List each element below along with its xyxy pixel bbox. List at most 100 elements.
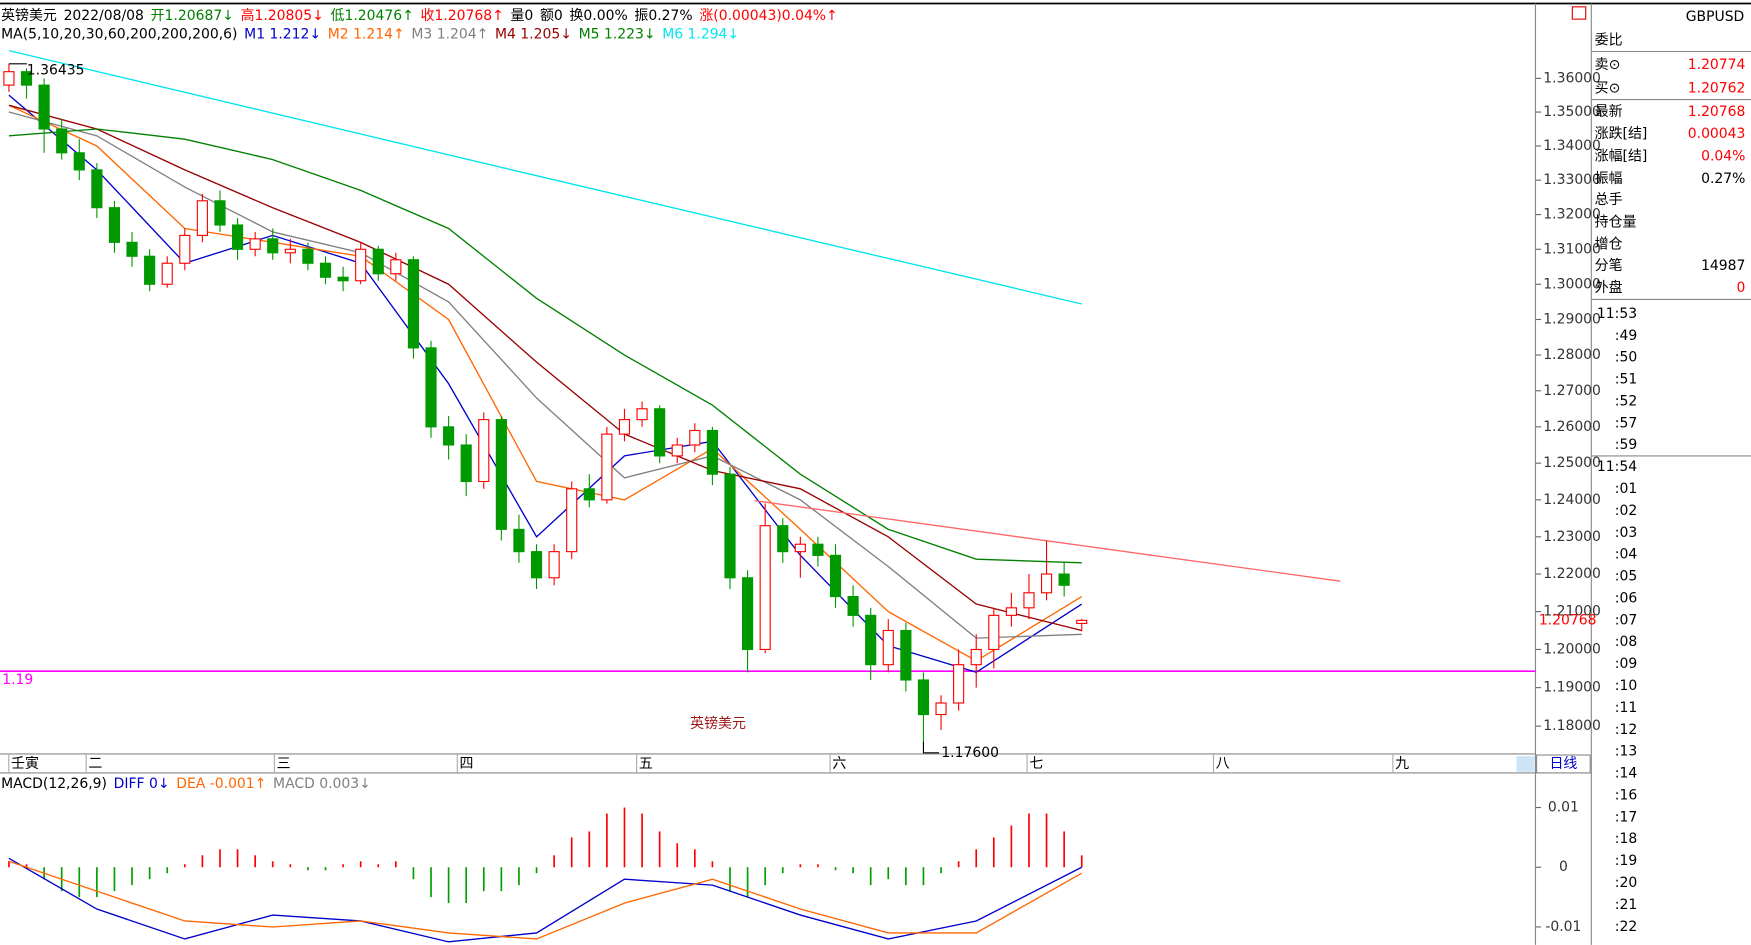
macd-line	[8, 857, 1083, 943]
symbol: GBPUSD	[1686, 9, 1745, 25]
candle-body	[1005, 607, 1017, 616]
y-tick-label: 1.22000	[1543, 566, 1601, 582]
x-tick-label: 八	[1216, 756, 1230, 772]
header-item: 2022/08/08	[64, 8, 144, 24]
candle-body	[794, 543, 806, 553]
ma-line	[8, 104, 1082, 632]
panel-row-label: 委比	[1595, 32, 1623, 48]
y-tick-label: 1.33000	[1543, 172, 1601, 188]
candle-body	[126, 241, 138, 257]
x-tick-label: 七	[1029, 756, 1043, 772]
tick-time: :13	[1615, 744, 1637, 760]
candle-body	[91, 169, 103, 209]
candle-body	[530, 551, 543, 579]
x-tick-label: 六	[832, 756, 846, 772]
candle-body	[777, 525, 789, 553]
y-tick-label: 1.30000	[1543, 276, 1601, 292]
tick-time: 11:54	[1597, 459, 1637, 475]
tick-time: :17	[1615, 809, 1637, 825]
panel-row-value: 1.20762	[1688, 80, 1746, 96]
tick-time: :57	[1615, 415, 1637, 431]
candle-body	[214, 200, 226, 226]
y-tick-label: 1.26000	[1543, 419, 1601, 435]
x-tick-label: 九	[1395, 756, 1409, 772]
header-item: 量0	[510, 8, 533, 24]
tick-time: :04	[1615, 547, 1638, 563]
panel-row-label: 振幅	[1595, 171, 1623, 187]
candle-body	[372, 248, 384, 275]
y-tick-label: 1.27000	[1543, 383, 1601, 399]
tick-time: :02	[1615, 503, 1637, 519]
y-tick-label: 1.31000	[1543, 241, 1601, 257]
ma-legend-item: M6 1.294↓	[662, 27, 739, 43]
support-label: 1.19	[2, 672, 33, 688]
panel-row-label: 卖⊙	[1595, 57, 1621, 73]
tick-time: :11	[1615, 700, 1637, 716]
candle-body	[706, 429, 718, 475]
candle-body	[20, 71, 33, 86]
header-item: 涨(0.00043)0.04%↑	[699, 8, 837, 24]
candle-body	[407, 259, 420, 349]
panel-row-label: 增仓	[1595, 237, 1623, 253]
panel-row-value: 14987	[1701, 258, 1745, 274]
header-item: 低1.20476↑	[331, 8, 414, 24]
tick-time: :10	[1615, 678, 1637, 694]
candle-body	[161, 262, 173, 285]
tick-time: :07	[1615, 612, 1637, 628]
macd-y-tick-label: 0.01	[1548, 800, 1579, 816]
candle-body	[1076, 619, 1088, 624]
candle-body	[3, 71, 15, 86]
header-item: 开1.20687↓	[151, 8, 234, 24]
tick-time: :59	[1615, 437, 1637, 453]
candle-body	[513, 528, 525, 553]
y-tick-label: 1.32000	[1543, 207, 1601, 223]
candle-body	[935, 702, 947, 716]
candle-body	[618, 419, 631, 435]
panel-row-label: 分笔	[1595, 258, 1623, 274]
candle-body	[636, 408, 648, 421]
y-tick-label: 1.18000	[1543, 718, 1601, 734]
candle-body	[865, 614, 877, 666]
header-item: 收1.20768↑	[421, 8, 504, 24]
candle-body	[601, 433, 613, 501]
candle-body	[654, 408, 666, 457]
candle-body	[741, 577, 754, 651]
candle-body	[583, 488, 595, 501]
candle-body	[355, 248, 367, 282]
tick-time: :52	[1615, 393, 1637, 409]
tick-time: 11:53	[1597, 306, 1637, 322]
candle-body	[38, 84, 50, 130]
period-button[interactable]	[1536, 754, 1591, 774]
ma-line	[8, 94, 1083, 674]
ma-legend: MA(5,10,20,30,60,200,200,200,6) M1 1.212↓…	[1, 27, 739, 43]
tick-time: :05	[1615, 569, 1637, 585]
header-item: 英镑美元	[1, 7, 57, 24]
candle-body	[460, 444, 472, 483]
ma-legend-item: M1 1.212↓	[244, 27, 321, 43]
candle-body	[249, 238, 261, 250]
panel-row-label: 最新	[1595, 104, 1623, 120]
window-icon[interactable]	[1571, 6, 1587, 20]
candle-body	[724, 473, 736, 579]
macd-line	[8, 860, 1083, 940]
scroll-thumb[interactable]	[1516, 756, 1535, 772]
tick-time: :50	[1615, 350, 1637, 366]
tick-time: :12	[1615, 722, 1637, 738]
tick-time: :22	[1615, 919, 1637, 935]
macd-legend-item: DEA -0.001↑	[176, 776, 266, 792]
panel-row-label: 总手	[1595, 192, 1623, 208]
candle-body	[1040, 573, 1053, 594]
macd-legend-item: MACD(12,26,9)	[1, 776, 107, 792]
low-marker	[922, 741, 940, 754]
panel-row-value: 0	[1737, 280, 1746, 296]
header-item: 额0	[540, 8, 563, 24]
y-tick-label: 1.29000	[1543, 311, 1601, 327]
ma-legend-item: M4 1.205↓	[495, 27, 572, 43]
watermark: 英镑美元	[690, 715, 746, 732]
y-tick-label: 1.28000	[1543, 347, 1601, 363]
macd-legend: MACD(12,26,9) DIFF 0↓ DEA -0.001↑ MACD 0.00…	[1, 776, 371, 792]
x-tick-label: 五	[639, 756, 653, 772]
tick-time: :19	[1615, 853, 1637, 869]
candle-body	[337, 276, 349, 282]
period-label[interactable]: 日线	[1549, 756, 1577, 772]
